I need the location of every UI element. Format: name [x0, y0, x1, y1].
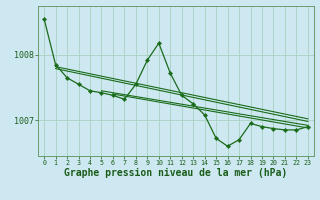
- X-axis label: Graphe pression niveau de la mer (hPa): Graphe pression niveau de la mer (hPa): [64, 168, 288, 178]
